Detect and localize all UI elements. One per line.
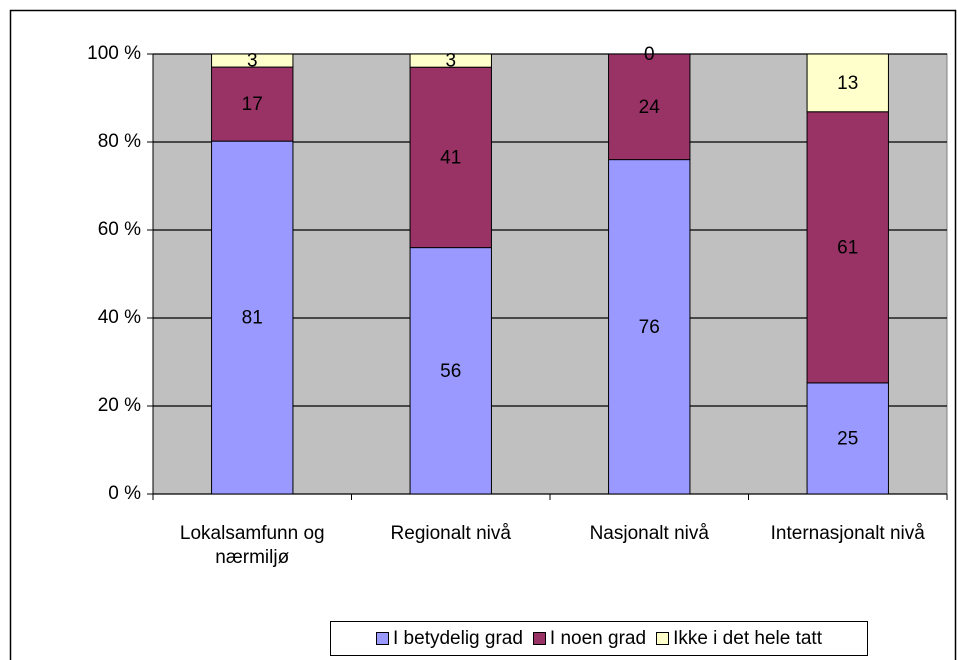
bar-segment bbox=[211, 140, 294, 495]
bar-segment bbox=[806, 111, 889, 384]
x-tick-label: Regionalt nivå bbox=[390, 523, 511, 544]
legend: I betydelig grad I noen grad Ikke i det he… bbox=[330, 621, 868, 656]
data-label: 0 bbox=[644, 44, 655, 65]
legend-swatch bbox=[532, 632, 546, 645]
x-tick-label: Internasjonalt nivå bbox=[770, 523, 925, 544]
x-tick-label: Nasjonalt nivå bbox=[589, 523, 709, 544]
bar-segment bbox=[211, 53, 294, 68]
legend-item: Ikke i det hele tatt bbox=[656, 628, 822, 650]
y-tick-label: 20 % bbox=[98, 395, 141, 416]
y-tick-label: 100 % bbox=[87, 43, 141, 64]
y-tick-label: 40 % bbox=[98, 307, 141, 328]
data-label: 25 bbox=[837, 428, 858, 449]
data-label: 3 bbox=[445, 51, 456, 72]
bar-segment bbox=[608, 159, 691, 495]
legend-item: I noen grad bbox=[532, 627, 647, 650]
legend-swatch bbox=[376, 632, 389, 645]
legend-label: Ikke i det hele tatt bbox=[673, 627, 822, 649]
bar-segment bbox=[211, 66, 294, 142]
legend-label: I betydelig grad bbox=[393, 627, 523, 649]
bar-segment bbox=[409, 247, 492, 495]
x-tick-label: Lokalsamfunn og nærmiljø bbox=[179, 523, 325, 568]
legend-item: I betydelig grad bbox=[376, 628, 523, 650]
y-tick-label: 60 % bbox=[98, 219, 141, 240]
data-label: 13 bbox=[837, 73, 858, 94]
bar-segment bbox=[409, 53, 492, 68]
bar-segment bbox=[806, 53, 889, 113]
legend-label: I noen grad bbox=[549, 627, 647, 649]
data-label: 81 bbox=[242, 308, 263, 329]
y-tick-label: 0 % bbox=[108, 483, 141, 504]
bar-segment bbox=[608, 53, 691, 161]
data-label: 3 bbox=[247, 51, 258, 72]
data-label: 76 bbox=[639, 317, 660, 338]
y-tick-label: 80 % bbox=[98, 131, 141, 152]
data-label: 61 bbox=[837, 237, 858, 258]
data-label: 24 bbox=[639, 97, 661, 118]
data-label: 56 bbox=[440, 361, 461, 382]
bar-segment bbox=[409, 66, 492, 249]
data-label: 17 bbox=[242, 94, 263, 115]
bar-segment bbox=[806, 382, 889, 495]
data-label: 41 bbox=[440, 147, 461, 168]
legend-swatch bbox=[656, 632, 670, 645]
